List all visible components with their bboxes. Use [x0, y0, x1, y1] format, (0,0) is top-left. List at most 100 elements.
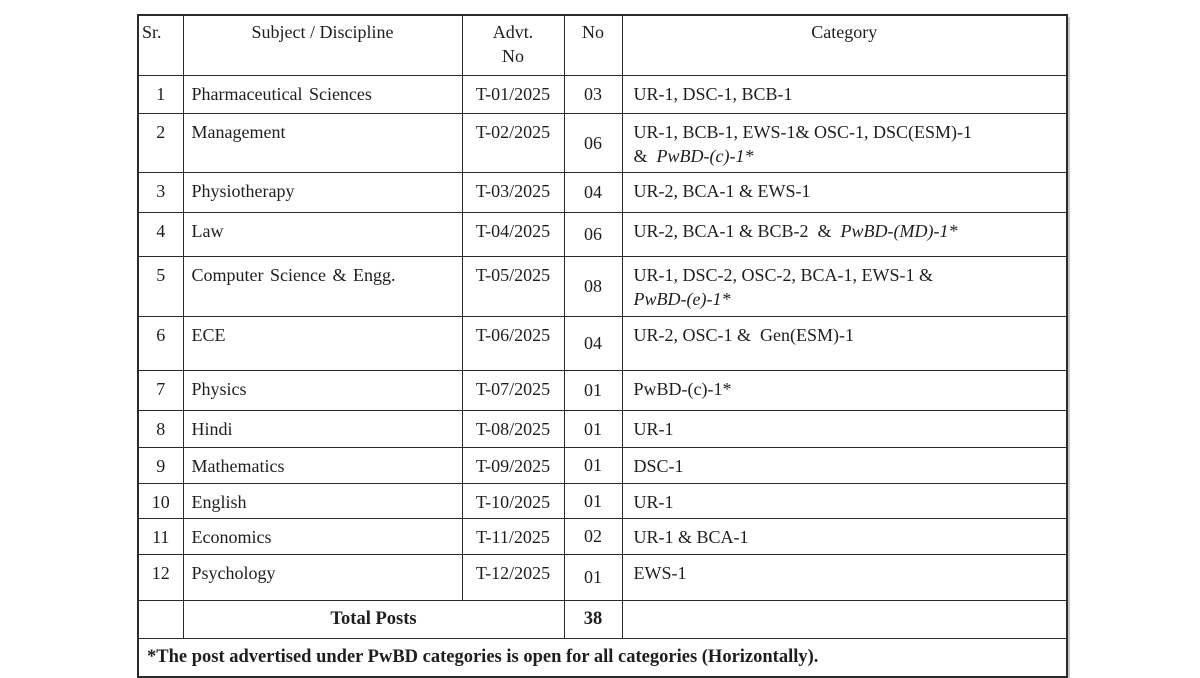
header-sr: Sr. — [137, 14, 184, 76]
cell-category: UR-1, BCB-1, EWS-1& OSC-1, DSC(ESM)-1 & P… — [621, 112, 1068, 174]
cell-advt-no: T-01/2025 — [461, 74, 565, 114]
cell-category: UR-1 & BCA-1 — [621, 517, 1068, 555]
document-sheet: Sr. Subject / Discipline Advt. No No Cat… — [137, 14, 1068, 678]
table-row: 7 Physics T-07/2025 01 PwBD-(c)-1* — [137, 369, 1068, 411]
cell-no-of-posts: 06 — [563, 112, 623, 174]
cell-advt-no: T-03/2025 — [461, 172, 565, 214]
total-empty-sr-cell — [137, 599, 184, 639]
cell-subject: Psychology — [182, 553, 463, 601]
cell-no-of-posts: 01 — [563, 482, 623, 519]
cell-category: DSC-1 — [621, 446, 1068, 484]
header-category: Category — [621, 14, 1068, 76]
cell-subject: English — [182, 482, 463, 519]
header-advt-line1: Advt. — [492, 22, 534, 42]
cell-no-of-posts: 02 — [563, 517, 623, 555]
cell-sr: 10 — [137, 482, 184, 519]
table-row: 11 Economics T-11/2025 02 UR-1 & BCA-1 — [137, 517, 1068, 555]
cell-no-of-posts: 06 — [563, 212, 623, 258]
category-pwbd-italic-text: PwBD-(c)-1* — [656, 145, 754, 166]
table-summary: Total Posts 38 *The post advertised unde… — [137, 599, 1068, 678]
category-text: & — [633, 145, 657, 166]
cell-sr: 3 — [137, 172, 184, 214]
footnote-text: *The post advertised under PwBD categori… — [137, 637, 1068, 678]
cell-advt-no: T-02/2025 — [461, 112, 565, 174]
cell-no-of-posts: 08 — [563, 256, 623, 317]
category-text: PwBD-(c)-1* — [633, 378, 732, 399]
cell-no-of-posts: 04 — [563, 315, 623, 371]
cell-category: UR-1, DSC-1, BCB-1 — [621, 74, 1068, 114]
cell-sr: 2 — [137, 112, 184, 174]
category-pwbd-italic-text: PwBD-(e)-1* — [633, 289, 731, 310]
total-empty-category-cell — [621, 599, 1068, 639]
cell-subject: Law — [182, 212, 463, 258]
category-text: UR-1 — [633, 418, 674, 439]
table-row: 8 Hindi T-08/2025 01 UR-1 — [137, 409, 1068, 448]
table-row: 6 ECE T-06/2025 04 UR-2, OSC-1 & Gen(ESM)-1 — [137, 315, 1068, 371]
cell-sr: 6 — [137, 315, 184, 371]
table-row: 4 Law T-04/2025 06 UR-2, BCA-1 & BCB-2 & PwB… — [137, 212, 1068, 258]
category-text: UR-1, DSC-1, BCB-1 — [633, 83, 793, 104]
cell-subject: Pharmaceutical Sciences — [182, 74, 463, 114]
total-posts-label: Total Posts — [182, 599, 565, 639]
table-row: 5 Computer Science & Engg. T-05/2025 08 UR-1… — [137, 256, 1068, 317]
cell-subject: Computer Science & Engg. — [182, 256, 463, 317]
category-text: UR-1 — [633, 491, 674, 512]
cell-subject: ECE — [182, 315, 463, 371]
header-advt-line2: No — [502, 46, 524, 67]
category-text: UR-2, BCA-1 & EWS-1 — [633, 181, 811, 202]
category-pwbd-italic-text: PwBD-(MD)-1* — [840, 221, 958, 242]
cell-advt-no: T-08/2025 — [461, 409, 565, 448]
cell-category: UR-2, OSC-1 & Gen(ESM)-1 — [621, 315, 1068, 371]
cell-sr: 12 — [137, 553, 184, 601]
cell-category: EWS-1 — [621, 553, 1068, 601]
cell-subject: Management — [182, 112, 463, 174]
cell-sr: 1 — [137, 74, 184, 114]
cell-subject: Physiotherapy — [182, 172, 463, 214]
cell-subject: Physics — [182, 369, 463, 411]
table-body: 1 Pharmaceutical Sciences T-01/2025 03 UR-1,… — [137, 74, 1068, 601]
cell-no-of-posts: 01 — [563, 409, 623, 448]
cell-category: UR-1 — [621, 409, 1068, 448]
cell-advt-no: T-05/2025 — [461, 256, 565, 317]
category-text: UR-2, BCA-1 & BCB-2 & — [633, 221, 841, 242]
cell-subject: Mathematics — [182, 446, 463, 484]
table-row: 1 Pharmaceutical Sciences T-01/2025 03 UR-1,… — [137, 74, 1068, 114]
category-text: DSC-1 — [633, 455, 684, 476]
cell-no-of-posts: 01 — [563, 369, 623, 411]
footnote-row: *The post advertised under PwBD categori… — [137, 637, 1068, 678]
posts-table: Sr. Subject / Discipline Advt. No No Cat… — [137, 14, 1068, 678]
cell-sr: 7 — [137, 369, 184, 411]
cell-subject: Hindi — [182, 409, 463, 448]
header-no: No — [563, 14, 623, 76]
cell-category: UR-1 — [621, 482, 1068, 519]
table-row: 10 English T-10/2025 01 UR-1 — [137, 482, 1068, 519]
category-text: UR-1, BCB-1, EWS-1& OSC-1, DSC(ESM)-1 — [633, 121, 973, 142]
header-subject: Subject / Discipline — [182, 14, 463, 76]
cell-category: PwBD-(c)-1* — [621, 369, 1068, 411]
cell-sr: 5 — [137, 256, 184, 317]
cell-sr: 4 — [137, 212, 184, 258]
category-text: UR-1, DSC-2, OSC-2, BCA-1, EWS-1 & — [633, 265, 934, 286]
cell-category: UR-2, BCA-1 & BCB-2 & PwBD-(MD)-1* — [621, 212, 1068, 258]
cell-advt-no: T-12/2025 — [461, 553, 565, 601]
table-row: 9 Mathematics T-09/2025 01 DSC-1 — [137, 446, 1068, 484]
cell-advt-no: T-06/2025 — [461, 315, 565, 371]
cell-advt-no: T-10/2025 — [461, 482, 565, 519]
cell-no-of-posts: 03 — [563, 74, 623, 114]
total-row: Total Posts 38 — [137, 599, 1068, 639]
table-row: 2 Management T-02/2025 06 UR-1, BCB-1, EWS-1… — [137, 112, 1068, 174]
category-text: UR-2, OSC-1 & Gen(ESM)-1 — [633, 324, 855, 345]
cell-sr: 11 — [137, 517, 184, 555]
cell-category: UR-2, BCA-1 & EWS-1 — [621, 172, 1068, 214]
cell-sr: 8 — [137, 409, 184, 448]
cell-advt-no: T-09/2025 — [461, 446, 565, 484]
cell-advt-no: T-04/2025 — [461, 212, 565, 258]
table-row: 3 Physiotherapy T-03/2025 04 UR-2, BCA-1 & E… — [137, 172, 1068, 214]
category-text: EWS-1 — [633, 562, 687, 583]
cell-advt-no: T-11/2025 — [461, 517, 565, 555]
header-advt-no: Advt. No — [461, 14, 565, 76]
cell-no-of-posts: 01 — [563, 446, 623, 484]
table-header: Sr. Subject / Discipline Advt. No No Cat… — [137, 14, 1068, 76]
category-text: UR-1 & BCA-1 — [633, 526, 749, 547]
cell-no-of-posts: 04 — [563, 172, 623, 214]
